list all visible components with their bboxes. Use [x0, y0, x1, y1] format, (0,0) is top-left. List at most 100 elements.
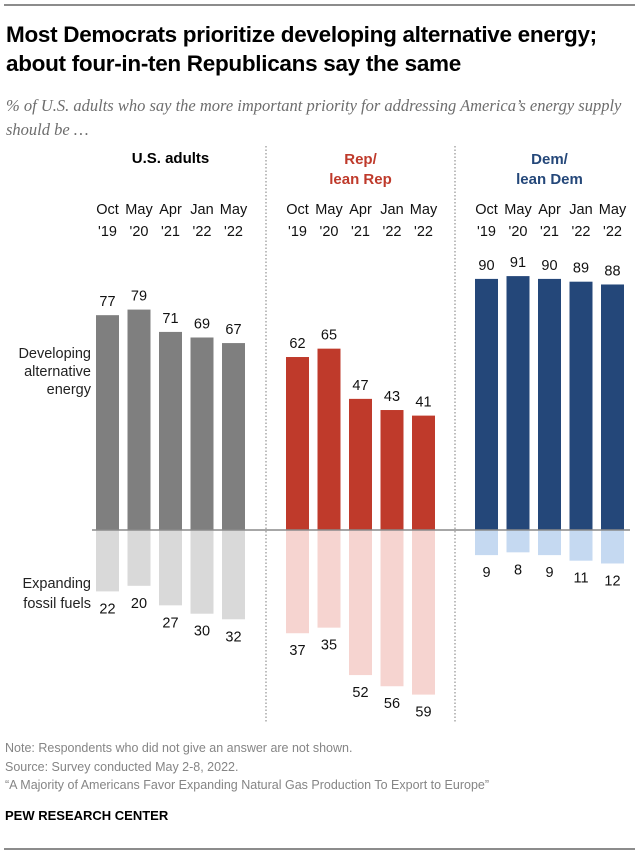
panel-title-u-s-adults: U.S. adults: [132, 150, 210, 167]
bar-dem-lean-dem-alternative-energy: [601, 284, 624, 530]
tick-label-month: Apr: [159, 202, 182, 218]
bar-u-s-adults-alternative-energy: [96, 315, 119, 530]
data-label-rep-lean-rep-fossil-fuels: 52: [352, 685, 368, 701]
tick-label-year: '21: [540, 224, 559, 240]
data-label-u-s-adults-alternative-energy: 67: [225, 322, 241, 338]
data-label-dem-lean-dem-alternative-energy: 89: [573, 261, 589, 277]
bar-dem-lean-dem-alternative-energy: [569, 281, 593, 530]
tick-label-year: '22: [572, 224, 591, 240]
tick-label-month: Jan: [190, 202, 213, 218]
data-label-dem-lean-dem-fossil-fuels: 12: [604, 573, 620, 589]
bar-rep-lean-rep-alternative-energy: [349, 398, 372, 530]
bar-dem-lean-dem-fossil-fuels: [506, 530, 530, 553]
bar-rep-lean-rep-alternative-energy: [286, 357, 309, 530]
data-label-dem-lean-dem-fossil-fuels: 11: [573, 571, 588, 587]
bar-rep-lean-rep-alternative-energy: [380, 410, 404, 530]
data-label-u-s-adults-fossil-fuels: 22: [99, 601, 115, 617]
bar-dem-lean-dem-alternative-energy: [475, 278, 498, 530]
tick-label-month: Jan: [569, 202, 592, 218]
data-label-u-s-adults-alternative-energy: 77: [99, 294, 115, 310]
bar-dem-lean-dem-fossil-fuels: [475, 530, 498, 556]
tick-label-year: '20: [320, 224, 339, 240]
bottom-rule: [4, 848, 635, 850]
tick-label-year: '21: [161, 224, 180, 240]
bar-u-s-adults-fossil-fuels: [159, 530, 182, 606]
pew-research-center-logo: PEW RESEARCH CENTER: [5, 808, 169, 823]
bar-dem-lean-dem-alternative-energy: [538, 278, 561, 530]
row-label-expanding-fossil-fuels: Expanding: [22, 576, 91, 592]
tick-label-month: Jan: [380, 202, 403, 218]
tick-label-month: Apr: [538, 202, 561, 218]
data-label-dem-lean-dem-fossil-fuels: 9: [482, 565, 490, 581]
tick-label-year: '19: [288, 224, 307, 240]
panel-title-rep-lean-rep: lean Rep: [329, 171, 392, 188]
report-title-text: “A Majority of Americans Favor Expanding…: [5, 778, 490, 792]
bar-u-s-adults-alternative-energy: [127, 309, 151, 530]
tick-label-year: '20: [130, 224, 149, 240]
tick-label-year: '22: [193, 224, 212, 240]
footer-notes: Note: Respondents who did not give an an…: [5, 739, 489, 795]
bar-rep-lean-rep-alternative-energy: [317, 348, 341, 530]
tick-label-year: '22: [224, 224, 243, 240]
tick-label-month: May: [504, 202, 532, 218]
tick-label-month: May: [220, 202, 248, 218]
data-label-dem-lean-dem-fossil-fuels: 9: [545, 565, 553, 581]
source-text: Source: Survey conducted May 2-8, 2022.: [5, 759, 239, 774]
data-label-rep-lean-rep-fossil-fuels: 59: [415, 705, 431, 721]
bar-rep-lean-rep-alternative-energy: [412, 415, 435, 530]
data-label-dem-lean-dem-fossil-fuels: 8: [514, 562, 522, 578]
note-text: Note: Respondents who did not give an an…: [5, 741, 353, 755]
tick-label-year: '20: [509, 224, 528, 240]
data-label-rep-lean-rep-alternative-energy: 47: [352, 378, 368, 394]
tick-label-year: '22: [414, 224, 433, 240]
data-label-u-s-adults-alternative-energy: 79: [131, 289, 147, 305]
chart-subtitle: % of U.S. adults who say the more import…: [6, 96, 622, 139]
tick-label-month: May: [315, 202, 343, 218]
data-label-rep-lean-rep-fossil-fuels: 56: [384, 696, 400, 712]
bar-u-s-adults-fossil-fuels: [127, 530, 151, 586]
chart-title: Most Democrats prioritize developing alt…: [6, 22, 597, 76]
bar-rep-lean-rep-fossil-fuels: [412, 530, 435, 695]
data-label-u-s-adults-fossil-fuels: 27: [162, 615, 178, 631]
bar-u-s-adults-fossil-fuels: [222, 530, 245, 620]
data-label-u-s-adults-alternative-energy: 71: [162, 311, 178, 327]
tick-label-month: May: [410, 202, 438, 218]
data-label-rep-lean-rep-alternative-energy: 62: [289, 336, 305, 352]
data-label-rep-lean-rep-fossil-fuels: 37: [289, 643, 305, 659]
tick-label-year: '19: [98, 224, 117, 240]
data-label-rep-lean-rep-alternative-energy: 43: [384, 389, 400, 405]
data-label-u-s-adults-alternative-energy: 69: [194, 316, 210, 332]
data-label-rep-lean-rep-alternative-energy: 65: [321, 328, 337, 344]
row-label-developing-alternative-energy: energy: [47, 382, 92, 398]
bar-u-s-adults-fossil-fuels: [96, 530, 119, 592]
tick-label-month: Oct: [286, 202, 309, 218]
tick-label-month: May: [125, 202, 153, 218]
bar-u-s-adults-alternative-energy: [222, 343, 245, 530]
tick-label-month: Oct: [475, 202, 498, 218]
data-label-dem-lean-dem-alternative-energy: 90: [478, 258, 494, 274]
bar-u-s-adults-alternative-energy: [190, 337, 214, 530]
bar-dem-lean-dem-fossil-fuels: [601, 530, 624, 564]
bar-u-s-adults-fossil-fuels: [190, 530, 214, 614]
tick-label-year: '22: [383, 224, 402, 240]
tick-label-month: May: [599, 202, 627, 218]
data-label-dem-lean-dem-alternative-energy: 88: [604, 263, 620, 279]
tick-label-year: '19: [477, 224, 496, 240]
row-label-developing-alternative-energy: Developing: [18, 346, 91, 362]
bar-dem-lean-dem-fossil-fuels: [569, 530, 593, 561]
tick-label-month: Oct: [96, 202, 119, 218]
panel-title-dem-lean-dem: lean Dem: [516, 171, 583, 188]
bar-rep-lean-rep-fossil-fuels: [380, 530, 404, 687]
tick-label-month: Apr: [349, 202, 372, 218]
bar-u-s-adults-alternative-energy: [159, 331, 182, 530]
panel-title-rep-lean-rep: Rep/: [344, 151, 377, 168]
top-rule: [4, 4, 635, 6]
chart-canvas: Developing alternative energy Expanding foss…: [18, 146, 630, 722]
row-label-expanding-fossil-fuels: fossil fuels: [23, 596, 91, 612]
data-label-rep-lean-rep-alternative-energy: 41: [415, 395, 431, 411]
tick-label-year: '22: [603, 224, 622, 240]
bar-dem-lean-dem-fossil-fuels: [538, 530, 561, 556]
tick-label-year: '21: [351, 224, 370, 240]
bar-rep-lean-rep-fossil-fuels: [317, 530, 341, 628]
data-label-dem-lean-dem-alternative-energy: 90: [541, 258, 557, 274]
